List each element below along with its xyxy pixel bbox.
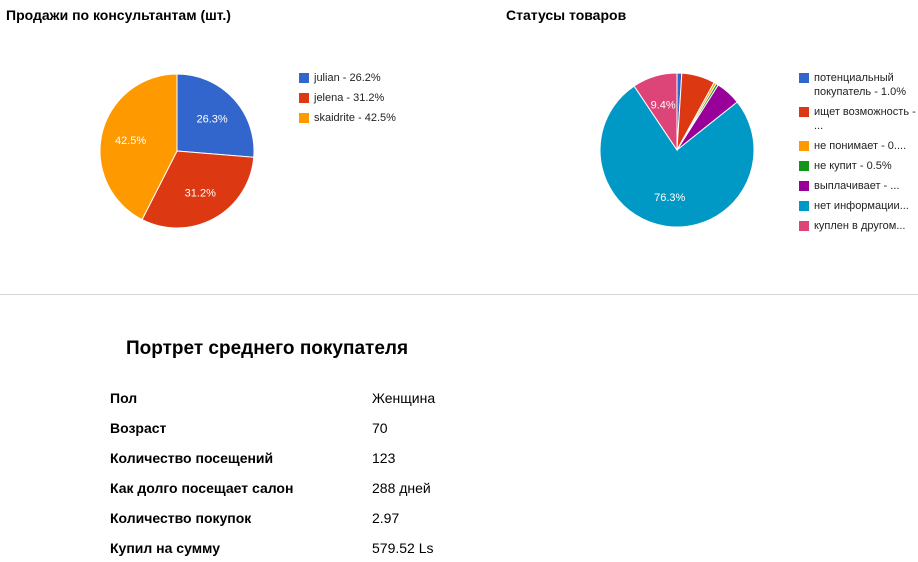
portrait-row: Пол Женщина	[110, 390, 610, 410]
legend-swatch	[799, 181, 809, 191]
portrait-value: 70	[372, 420, 388, 436]
chart-title-sales: Продажи по консультантам (шт.)	[6, 7, 231, 23]
portrait-title: Портрет среднего покупателя	[126, 338, 409, 359]
portrait-label: Количество покупок	[110, 510, 252, 526]
pie-label-1-5: 76.3%	[654, 192, 685, 204]
portrait-label: Количество посещений	[110, 450, 274, 466]
portrait-label: Пол	[110, 390, 138, 406]
portrait-value: 123	[372, 450, 396, 466]
portrait-row: Возраст 70	[110, 420, 610, 440]
legend-label: куплен в другом...	[814, 220, 906, 232]
pie-label-0-2: 42.5%	[115, 135, 146, 147]
pie-slice-0-1[interactable]	[141, 150, 255, 229]
legend-label: не понимает - 0....	[814, 140, 907, 152]
portrait-value: Женщина	[372, 390, 436, 406]
legend-label: skaidrite - 42.5%	[314, 112, 396, 124]
legend-statuses: потенциальный покупатель - 1.0% ищет возм…	[799, 71, 918, 232]
section-divider	[0, 294, 918, 295]
portrait-value: 2.97	[372, 510, 400, 526]
legend-swatch	[799, 161, 809, 171]
legend-label: ищет возможность - ...	[814, 106, 916, 132]
portrait-label: Как долго посещает салон	[110, 480, 294, 496]
legend-swatch	[799, 107, 809, 117]
portrait-row: Количество посещений 123	[110, 450, 610, 470]
legend-swatch	[799, 201, 809, 211]
legend-label: нет информации...	[814, 200, 909, 212]
pie-slice-0-0[interactable]	[176, 73, 255, 158]
legend-swatch	[799, 221, 809, 231]
pie-chart-statuses[interactable]: 76.3% 9.4%	[599, 72, 755, 228]
pie-chart-sales[interactable]: 26.3% 31.2% 42.5%	[99, 73, 255, 229]
pie-label-0-1: 31.2%	[185, 188, 216, 200]
pie-label-1-6: 9.4%	[651, 99, 676, 111]
portrait-row: Как долго посещает салон 288 дней	[110, 480, 610, 500]
legend-swatch	[299, 113, 309, 123]
legend-swatch	[799, 141, 809, 151]
legend-label: потенциальный покупатель - 1.0%	[814, 72, 907, 98]
legend-swatch	[799, 73, 809, 83]
portrait-label: Купил на сумму	[110, 540, 221, 556]
pie-slice-0-2[interactable]	[99, 73, 178, 221]
legend-label: не купит - 0.5%	[814, 160, 892, 172]
pie-slice-1-6[interactable]	[633, 72, 678, 152]
portrait-value: 288 дней	[372, 480, 431, 496]
legend-swatch	[299, 73, 309, 83]
legend-label: jelena - 31.2%	[314, 92, 385, 104]
pie-slice-1-5[interactable]	[599, 85, 755, 228]
pie-label-0-0: 26.3%	[197, 114, 228, 126]
portrait-row: Купил на сумму 579.52 Ls	[110, 540, 610, 560]
legend-label: julian - 26.2%	[314, 72, 381, 84]
portrait-row: Количество покупок 2.97	[110, 510, 610, 530]
portrait-value: 579.52 Ls	[372, 540, 434, 556]
chart-title-statuses: Статусы товаров	[506, 7, 627, 23]
legend-swatch	[299, 93, 309, 103]
legend-label: выплачивает - ...	[814, 180, 900, 192]
portrait-label: Возраст	[110, 420, 167, 436]
legend-sales: julian - 26.2% jelena - 31.2% skaidrite - …	[299, 71, 429, 131]
